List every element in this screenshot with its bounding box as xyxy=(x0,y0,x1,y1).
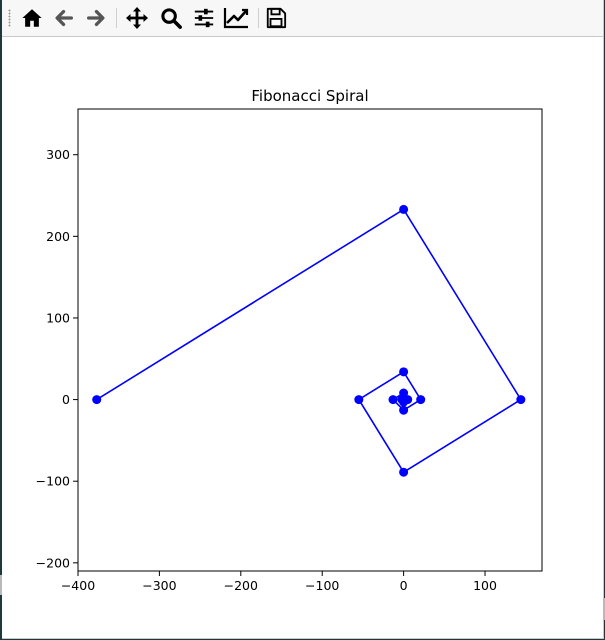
data-point xyxy=(399,204,409,214)
toolbar-grip[interactable] xyxy=(8,9,11,27)
x-tick-label: −200 xyxy=(224,578,258,593)
chart-title: Fibonacci Spiral xyxy=(251,87,368,105)
arrow-left-icon xyxy=(55,9,73,27)
x-tick-label: −300 xyxy=(142,578,176,593)
x-tick-label: −400 xyxy=(61,578,95,593)
data-point xyxy=(388,395,398,405)
data-point xyxy=(399,467,409,477)
data-point xyxy=(92,395,102,405)
y-tick-label: 100 xyxy=(46,310,70,325)
axes-frame xyxy=(77,108,543,572)
y-tick-label: 0 xyxy=(62,392,70,407)
toolbar-separator xyxy=(116,8,117,28)
navigation-toolbar xyxy=(2,0,603,37)
data-point xyxy=(403,395,413,405)
move-icon xyxy=(126,7,148,29)
line-chart-icon xyxy=(223,8,249,29)
x-tick-label: 100 xyxy=(473,578,497,593)
sliders-icon xyxy=(194,8,214,28)
y-tick-label: 200 xyxy=(46,229,70,244)
data-point xyxy=(416,395,426,405)
edit-axis-button[interactable] xyxy=(223,5,249,31)
series-line xyxy=(96,208,522,474)
data-point xyxy=(354,395,364,405)
configure-subplots-button[interactable] xyxy=(191,5,217,31)
data-point xyxy=(399,405,409,415)
save-button[interactable] xyxy=(263,5,289,31)
data-point xyxy=(399,388,409,398)
x-tick-label: −100 xyxy=(305,578,339,593)
home-icon xyxy=(22,9,42,27)
pan-button[interactable] xyxy=(124,5,150,31)
y-tick-label: −200 xyxy=(36,555,70,570)
floppy-disk-icon xyxy=(266,7,287,29)
forward-button[interactable] xyxy=(83,5,109,31)
y-tick-label: −100 xyxy=(36,474,70,489)
y-tick-label: 300 xyxy=(46,147,70,162)
data-point xyxy=(516,395,526,405)
figure-canvas[interactable]: Fibonacci Spiral −400 −300 −200 −100 0 100 −200… xyxy=(2,37,603,638)
home-button[interactable] xyxy=(19,5,45,31)
window-edge xyxy=(0,575,2,595)
window-edge xyxy=(603,598,605,620)
toolbar-separator xyxy=(258,8,259,28)
data-point xyxy=(399,367,409,377)
back-button[interactable] xyxy=(51,5,77,31)
arrow-right-icon xyxy=(87,9,105,27)
zoom-button[interactable] xyxy=(158,5,184,31)
x-tick-label: 0 xyxy=(400,578,408,593)
magnifier-icon xyxy=(160,7,182,29)
